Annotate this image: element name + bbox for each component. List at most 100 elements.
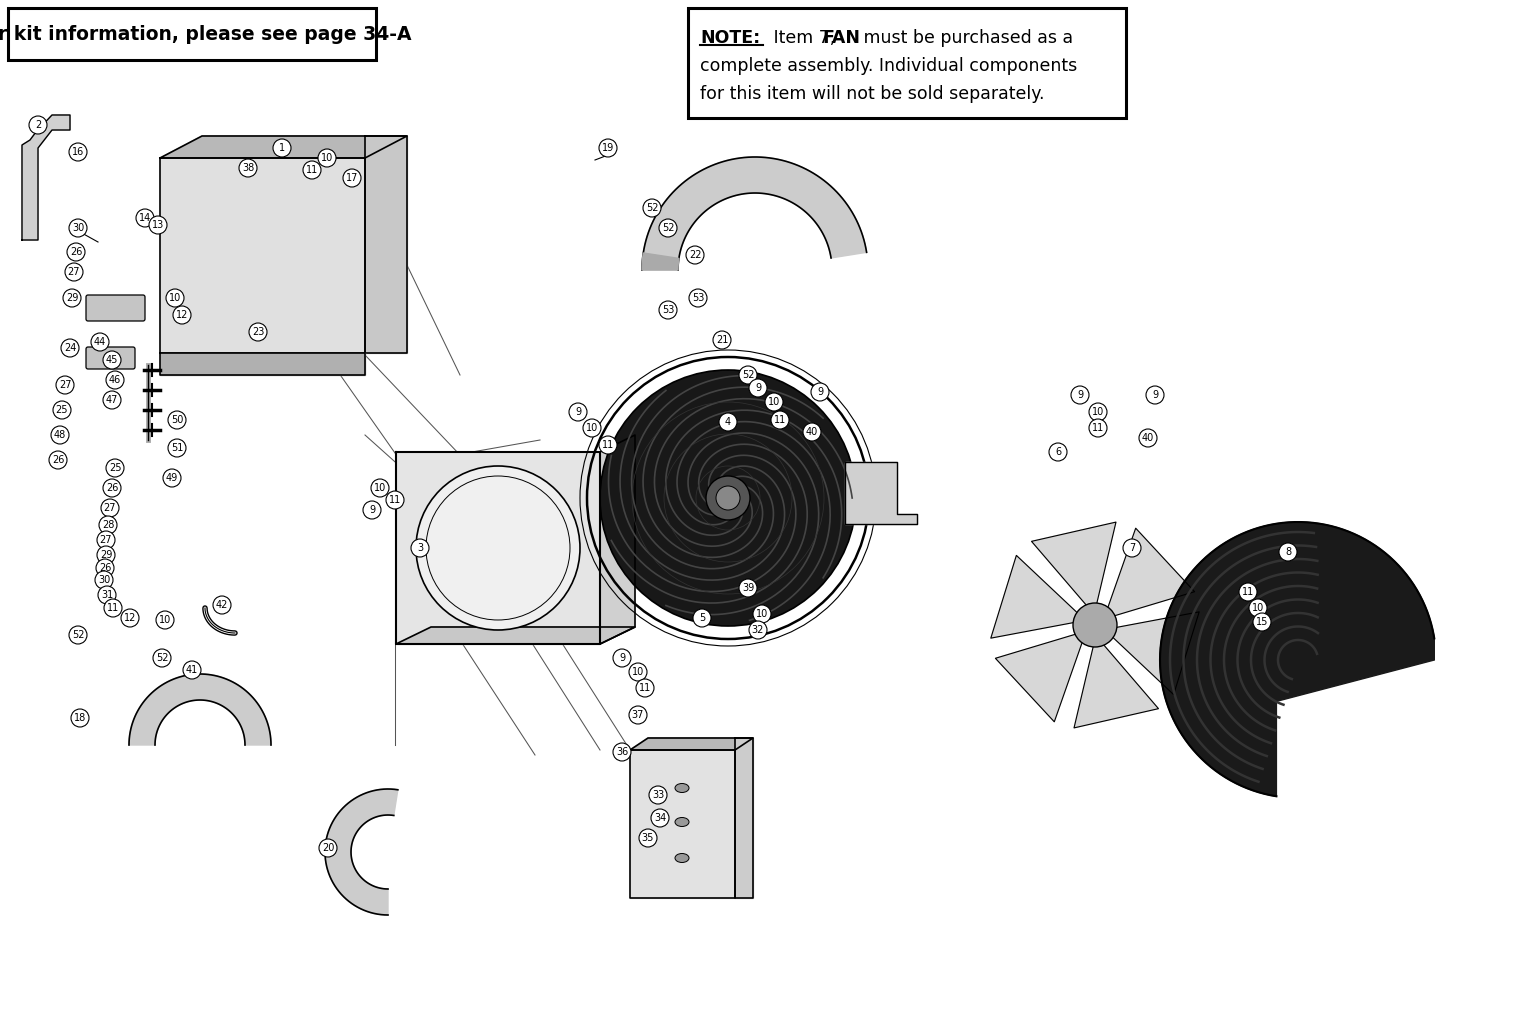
Text: 39: 39 bbox=[741, 583, 754, 593]
Text: 11: 11 bbox=[107, 603, 120, 613]
Text: 14: 14 bbox=[138, 213, 150, 223]
Text: 12: 12 bbox=[124, 613, 137, 623]
Circle shape bbox=[803, 423, 821, 441]
FancyBboxPatch shape bbox=[86, 347, 135, 369]
Text: 33: 33 bbox=[652, 790, 665, 800]
Circle shape bbox=[686, 246, 705, 264]
Polygon shape bbox=[396, 627, 635, 644]
Text: 9: 9 bbox=[368, 505, 375, 515]
Circle shape bbox=[154, 649, 170, 667]
Text: 26: 26 bbox=[52, 455, 64, 465]
Text: 3: 3 bbox=[418, 543, 424, 553]
Circle shape bbox=[173, 306, 190, 324]
Polygon shape bbox=[160, 136, 407, 158]
Circle shape bbox=[166, 289, 184, 307]
Text: 15: 15 bbox=[1256, 617, 1268, 627]
Text: 51: 51 bbox=[170, 443, 183, 453]
Text: 12: 12 bbox=[177, 310, 189, 320]
Circle shape bbox=[692, 609, 711, 627]
Text: 2: 2 bbox=[35, 120, 41, 130]
Circle shape bbox=[1073, 603, 1117, 647]
Circle shape bbox=[1147, 386, 1164, 404]
Text: 9: 9 bbox=[817, 387, 823, 397]
Circle shape bbox=[68, 243, 84, 261]
Text: 26: 26 bbox=[69, 247, 83, 257]
Circle shape bbox=[712, 331, 731, 349]
Text: 22: 22 bbox=[689, 250, 701, 260]
Circle shape bbox=[104, 599, 121, 617]
Circle shape bbox=[371, 479, 388, 497]
Text: 52: 52 bbox=[155, 653, 169, 663]
Circle shape bbox=[239, 159, 256, 177]
Circle shape bbox=[362, 501, 381, 519]
Circle shape bbox=[1088, 403, 1107, 421]
Polygon shape bbox=[995, 633, 1084, 721]
Text: 46: 46 bbox=[109, 375, 121, 385]
Circle shape bbox=[98, 516, 117, 534]
Text: must be purchased as a: must be purchased as a bbox=[858, 29, 1073, 47]
Text: 53: 53 bbox=[662, 305, 674, 315]
Circle shape bbox=[643, 199, 662, 217]
Text: 11: 11 bbox=[639, 683, 651, 693]
Circle shape bbox=[629, 663, 646, 681]
Polygon shape bbox=[600, 435, 635, 644]
Text: 40: 40 bbox=[806, 427, 818, 437]
Text: FAN: FAN bbox=[823, 29, 860, 47]
Text: 10: 10 bbox=[632, 667, 645, 677]
Circle shape bbox=[718, 413, 737, 431]
Text: 27: 27 bbox=[100, 535, 112, 545]
Ellipse shape bbox=[675, 783, 689, 793]
Text: 10: 10 bbox=[768, 397, 780, 407]
Circle shape bbox=[749, 379, 768, 397]
Circle shape bbox=[103, 391, 121, 409]
Circle shape bbox=[649, 786, 668, 804]
Text: 29: 29 bbox=[66, 293, 78, 303]
Circle shape bbox=[213, 596, 230, 614]
Text: 52: 52 bbox=[741, 369, 754, 380]
Circle shape bbox=[149, 216, 167, 234]
Text: 24: 24 bbox=[64, 343, 77, 353]
Circle shape bbox=[55, 376, 74, 394]
Circle shape bbox=[71, 709, 89, 727]
Text: 27: 27 bbox=[68, 267, 80, 277]
Text: 11: 11 bbox=[1242, 587, 1254, 597]
Ellipse shape bbox=[675, 818, 689, 827]
Circle shape bbox=[749, 621, 768, 639]
Text: 29: 29 bbox=[100, 550, 112, 560]
Circle shape bbox=[689, 289, 708, 307]
Text: 52: 52 bbox=[646, 203, 659, 213]
Polygon shape bbox=[1107, 528, 1194, 617]
Circle shape bbox=[91, 333, 109, 351]
Circle shape bbox=[600, 369, 857, 626]
Text: 32: 32 bbox=[752, 625, 764, 635]
Circle shape bbox=[319, 839, 338, 857]
Text: 10: 10 bbox=[755, 609, 768, 619]
FancyBboxPatch shape bbox=[8, 8, 376, 60]
Circle shape bbox=[1071, 386, 1088, 404]
Text: 18: 18 bbox=[74, 713, 86, 723]
Text: 6: 6 bbox=[1055, 447, 1061, 457]
Text: 17: 17 bbox=[345, 173, 358, 183]
Text: 5: 5 bbox=[698, 613, 705, 623]
Circle shape bbox=[121, 609, 140, 627]
Text: 30: 30 bbox=[98, 575, 111, 585]
Text: 37: 37 bbox=[632, 710, 645, 720]
Circle shape bbox=[98, 586, 117, 604]
Polygon shape bbox=[365, 136, 407, 353]
Circle shape bbox=[249, 323, 267, 341]
Circle shape bbox=[106, 459, 124, 477]
Text: 11: 11 bbox=[388, 495, 401, 505]
Text: 45: 45 bbox=[106, 355, 118, 365]
Text: 11: 11 bbox=[1091, 423, 1104, 433]
Circle shape bbox=[106, 371, 124, 389]
Text: 26: 26 bbox=[98, 563, 111, 573]
Text: 10: 10 bbox=[1253, 603, 1265, 613]
Circle shape bbox=[97, 546, 115, 564]
Text: 10: 10 bbox=[1091, 407, 1104, 417]
Circle shape bbox=[103, 351, 121, 369]
Text: 7: 7 bbox=[1128, 543, 1134, 553]
Circle shape bbox=[706, 476, 751, 520]
Text: 27: 27 bbox=[58, 380, 71, 390]
Circle shape bbox=[1249, 599, 1266, 617]
Polygon shape bbox=[129, 674, 272, 745]
